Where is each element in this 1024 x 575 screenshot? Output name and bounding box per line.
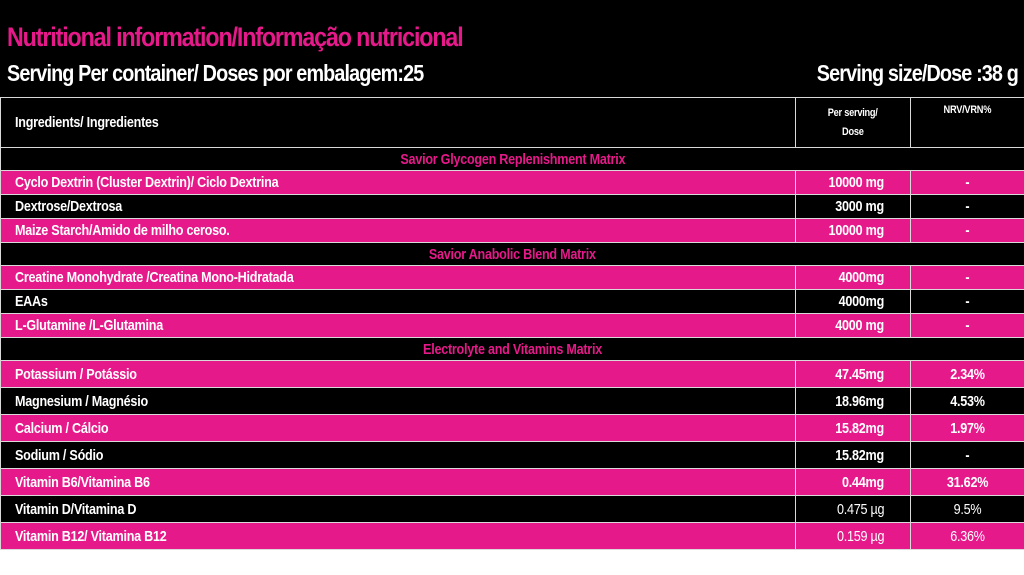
nrv-value: 9.5%: [910, 495, 1024, 523]
column-header-per-serving: Per serving/Dose: [795, 97, 911, 148]
ingredient-name: Potassium / Potássio: [0, 360, 796, 388]
table-row: Vitamin D/Vitamina D 0.475 µg 9.5%: [0, 495, 1024, 523]
nrv-value: -: [910, 313, 1024, 338]
amount-per-serving: 0.475 µg: [795, 495, 911, 523]
amount-per-serving: 0.44mg: [795, 468, 911, 496]
amount-per-serving: 10000 mg: [795, 218, 911, 243]
column-header-ingredients: Ingredients/ Ingredientes: [0, 97, 796, 148]
table-row: Magnesium / Magnésio 18.96mg 4.53%: [0, 387, 1024, 415]
table-row: EAAs 4000mg -: [0, 289, 1024, 314]
table-row: Calcium / Cálcio 15.82mg 1.97%: [0, 414, 1024, 442]
table-row: L-Glutamine /L-Glutamina 4000 mg -: [0, 313, 1024, 338]
nrv-value: -: [910, 194, 1024, 219]
nrv-value: 4.53%: [910, 387, 1024, 415]
ingredient-name: Calcium / Cálcio: [0, 414, 796, 442]
amount-per-serving: 3000 mg: [795, 194, 911, 219]
nrv-value: 2.34%: [910, 360, 1024, 388]
ingredient-name: L-Glutamine /L-Glutamina: [0, 313, 796, 338]
table-row: Maize Starch/Amido de milho ceroso. 10000…: [0, 218, 1024, 243]
ingredient-name: Creatine Monohydrate /Creatina Mono-Hidr…: [0, 265, 796, 290]
amount-per-serving: 10000 mg: [795, 170, 911, 195]
nrv-value: -: [910, 441, 1024, 469]
table-row: Creatine Monohydrate /Creatina Mono-Hidr…: [0, 265, 1024, 290]
table-row: Cyclo Dextrin (Cluster Dextrin)/ Ciclo D…: [0, 170, 1024, 195]
nrv-value: 1.97%: [910, 414, 1024, 442]
amount-per-serving: 4000mg: [795, 265, 911, 290]
section-title: Electrolyte and Vitamins Matrix: [0, 337, 1024, 361]
label-header: Nutritional information/Informação nutri…: [0, 0, 1024, 97]
nutrition-table: Ingredients/ Ingredientes Per serving/Do…: [0, 97, 1024, 550]
section-header-row: Savior Anabolic Blend Matrix: [0, 242, 1024, 266]
ingredient-name: Dextrose/Dextrosa: [0, 194, 796, 219]
table-row: Dextrose/Dextrosa 3000 mg -: [0, 194, 1024, 219]
table-row: Sodium / Sódio 15.82mg -: [0, 441, 1024, 469]
nrv-value: 6.36%: [910, 522, 1024, 550]
table-header-row: Ingredients/ Ingredientes Per serving/Do…: [0, 97, 1024, 148]
ingredient-name: Sodium / Sódio: [0, 441, 796, 469]
section-title: Savior Anabolic Blend Matrix: [0, 242, 1024, 266]
nrv-value: -: [910, 170, 1024, 195]
column-header-nrv: NRV/VRN%: [910, 97, 1024, 148]
table-row: Vitamin B12/ Vitamina B12 0.159 µg 6.36%: [0, 522, 1024, 550]
table-row: Potassium / Potássio 47.45mg 2.34%: [0, 360, 1024, 388]
amount-per-serving: 15.82mg: [795, 441, 911, 469]
nrv-value: -: [910, 289, 1024, 314]
ingredient-name: Vitamin B12/ Vitamina B12: [0, 522, 796, 550]
nrv-value: 31.62%: [910, 468, 1024, 496]
amount-per-serving: 0.159 µg: [795, 522, 911, 550]
table-row: Vitamin B6/Vitamina B6 0.44mg 31.62%: [0, 468, 1024, 496]
section-header-row: Savior Glycogen Replenishment Matrix: [0, 147, 1024, 171]
amount-per-serving: 4000 mg: [795, 313, 911, 338]
ingredient-name: Cyclo Dextrin (Cluster Dextrin)/ Ciclo D…: [0, 170, 796, 195]
ingredient-name: Vitamin D/Vitamina D: [0, 495, 796, 523]
ingredient-name: EAAs: [0, 289, 796, 314]
amount-per-serving: 47.45mg: [795, 360, 911, 388]
serving-size: Serving size/Dose :38 g: [816, 60, 1019, 86]
section-title: Savior Glycogen Replenishment Matrix: [0, 147, 1024, 171]
nrv-value: -: [910, 265, 1024, 290]
ingredient-name: Maize Starch/Amido de milho ceroso.: [0, 218, 796, 243]
ingredient-name: Magnesium / Magnésio: [0, 387, 796, 415]
amount-per-serving: 15.82mg: [795, 414, 911, 442]
servings-per-container: Serving Per container/ Doses por embalag…: [7, 60, 424, 86]
amount-per-serving: 4000mg: [795, 289, 911, 314]
page-title: Nutritional information/Informação nutri…: [7, 22, 464, 52]
amount-per-serving: 18.96mg: [795, 387, 911, 415]
ingredient-name: Vitamin B6/Vitamina B6: [0, 468, 796, 496]
section-header-row: Electrolyte and Vitamins Matrix: [0, 337, 1024, 361]
nrv-value: -: [910, 218, 1024, 243]
